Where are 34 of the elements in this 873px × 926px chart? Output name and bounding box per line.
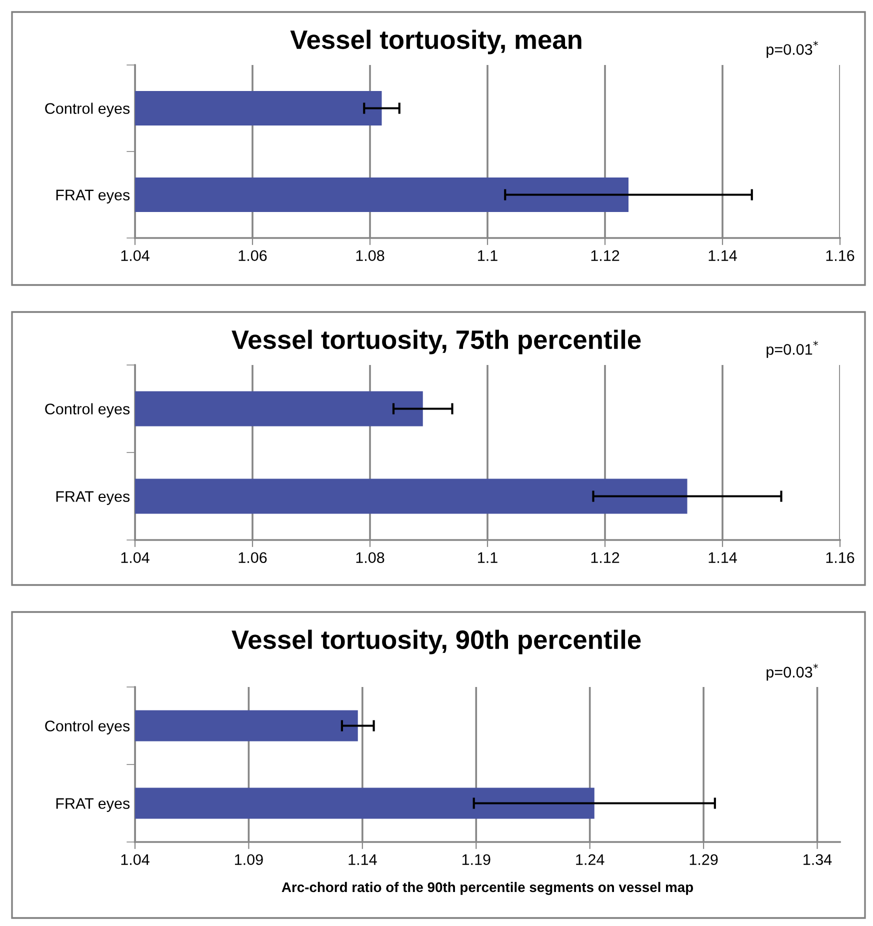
- y-tick-label: Control eyes: [45, 102, 130, 117]
- y-tick-label: FRAT eyes: [56, 491, 130, 505]
- x-tick-label: 1.14: [708, 552, 737, 563]
- x-axis-title: Arc-chord ratio of the 90th percentile segments on vessel map: [282, 882, 694, 895]
- x-tick-label: 1.04: [121, 552, 150, 564]
- x-tick-label: 1.12: [591, 250, 620, 261]
- text: p=0.03$^{*}$: [766, 40, 818, 58]
- x-tick-label: 1.04: [121, 854, 150, 866]
- x-tick-label: 1.08: [356, 250, 384, 262]
- x-tick-label: 1.1: [478, 552, 498, 563]
- x-tick-label: 1.08: [356, 552, 384, 564]
- chart-title: Vessel tortuosity, 90th percentile: [232, 630, 641, 654]
- x-tick-label: 1.24: [576, 854, 604, 865]
- text: p=0.03$^{*}$: [766, 664, 818, 681]
- x-tick-label: 1.06: [238, 552, 267, 564]
- x-tick-label: 1.06: [238, 250, 267, 262]
- x-tick-label: 1.34: [804, 854, 832, 866]
- x-tick-label: 1.1: [478, 250, 498, 261]
- chart-title: Vessel tortuosity, 75th percentile: [232, 330, 641, 354]
- x-tick-label: 1.16: [826, 250, 854, 262]
- x-tick-label: 1.04: [121, 250, 150, 262]
- y-tick-label: FRAT eyes: [56, 798, 130, 812]
- x-tick-label: 1.19: [462, 854, 490, 866]
- chart-title: Vessel tortuosity, mean: [290, 30, 582, 54]
- text: p=0.01$^{*}$: [766, 340, 818, 358]
- x-tick-label: 1.09: [235, 854, 263, 866]
- x-tick-label: 1.14: [348, 854, 377, 865]
- x-tick-label: 1.29: [690, 854, 718, 866]
- y-tick-label: Control eyes: [45, 403, 130, 418]
- x-tick-label: 1.12: [591, 552, 620, 563]
- x-tick-label: 1.14: [708, 250, 737, 261]
- x-tick-label: 1.16: [826, 552, 854, 564]
- y-tick-label: FRAT eyes: [56, 190, 130, 204]
- y-tick-label: Control eyes: [45, 720, 130, 734]
